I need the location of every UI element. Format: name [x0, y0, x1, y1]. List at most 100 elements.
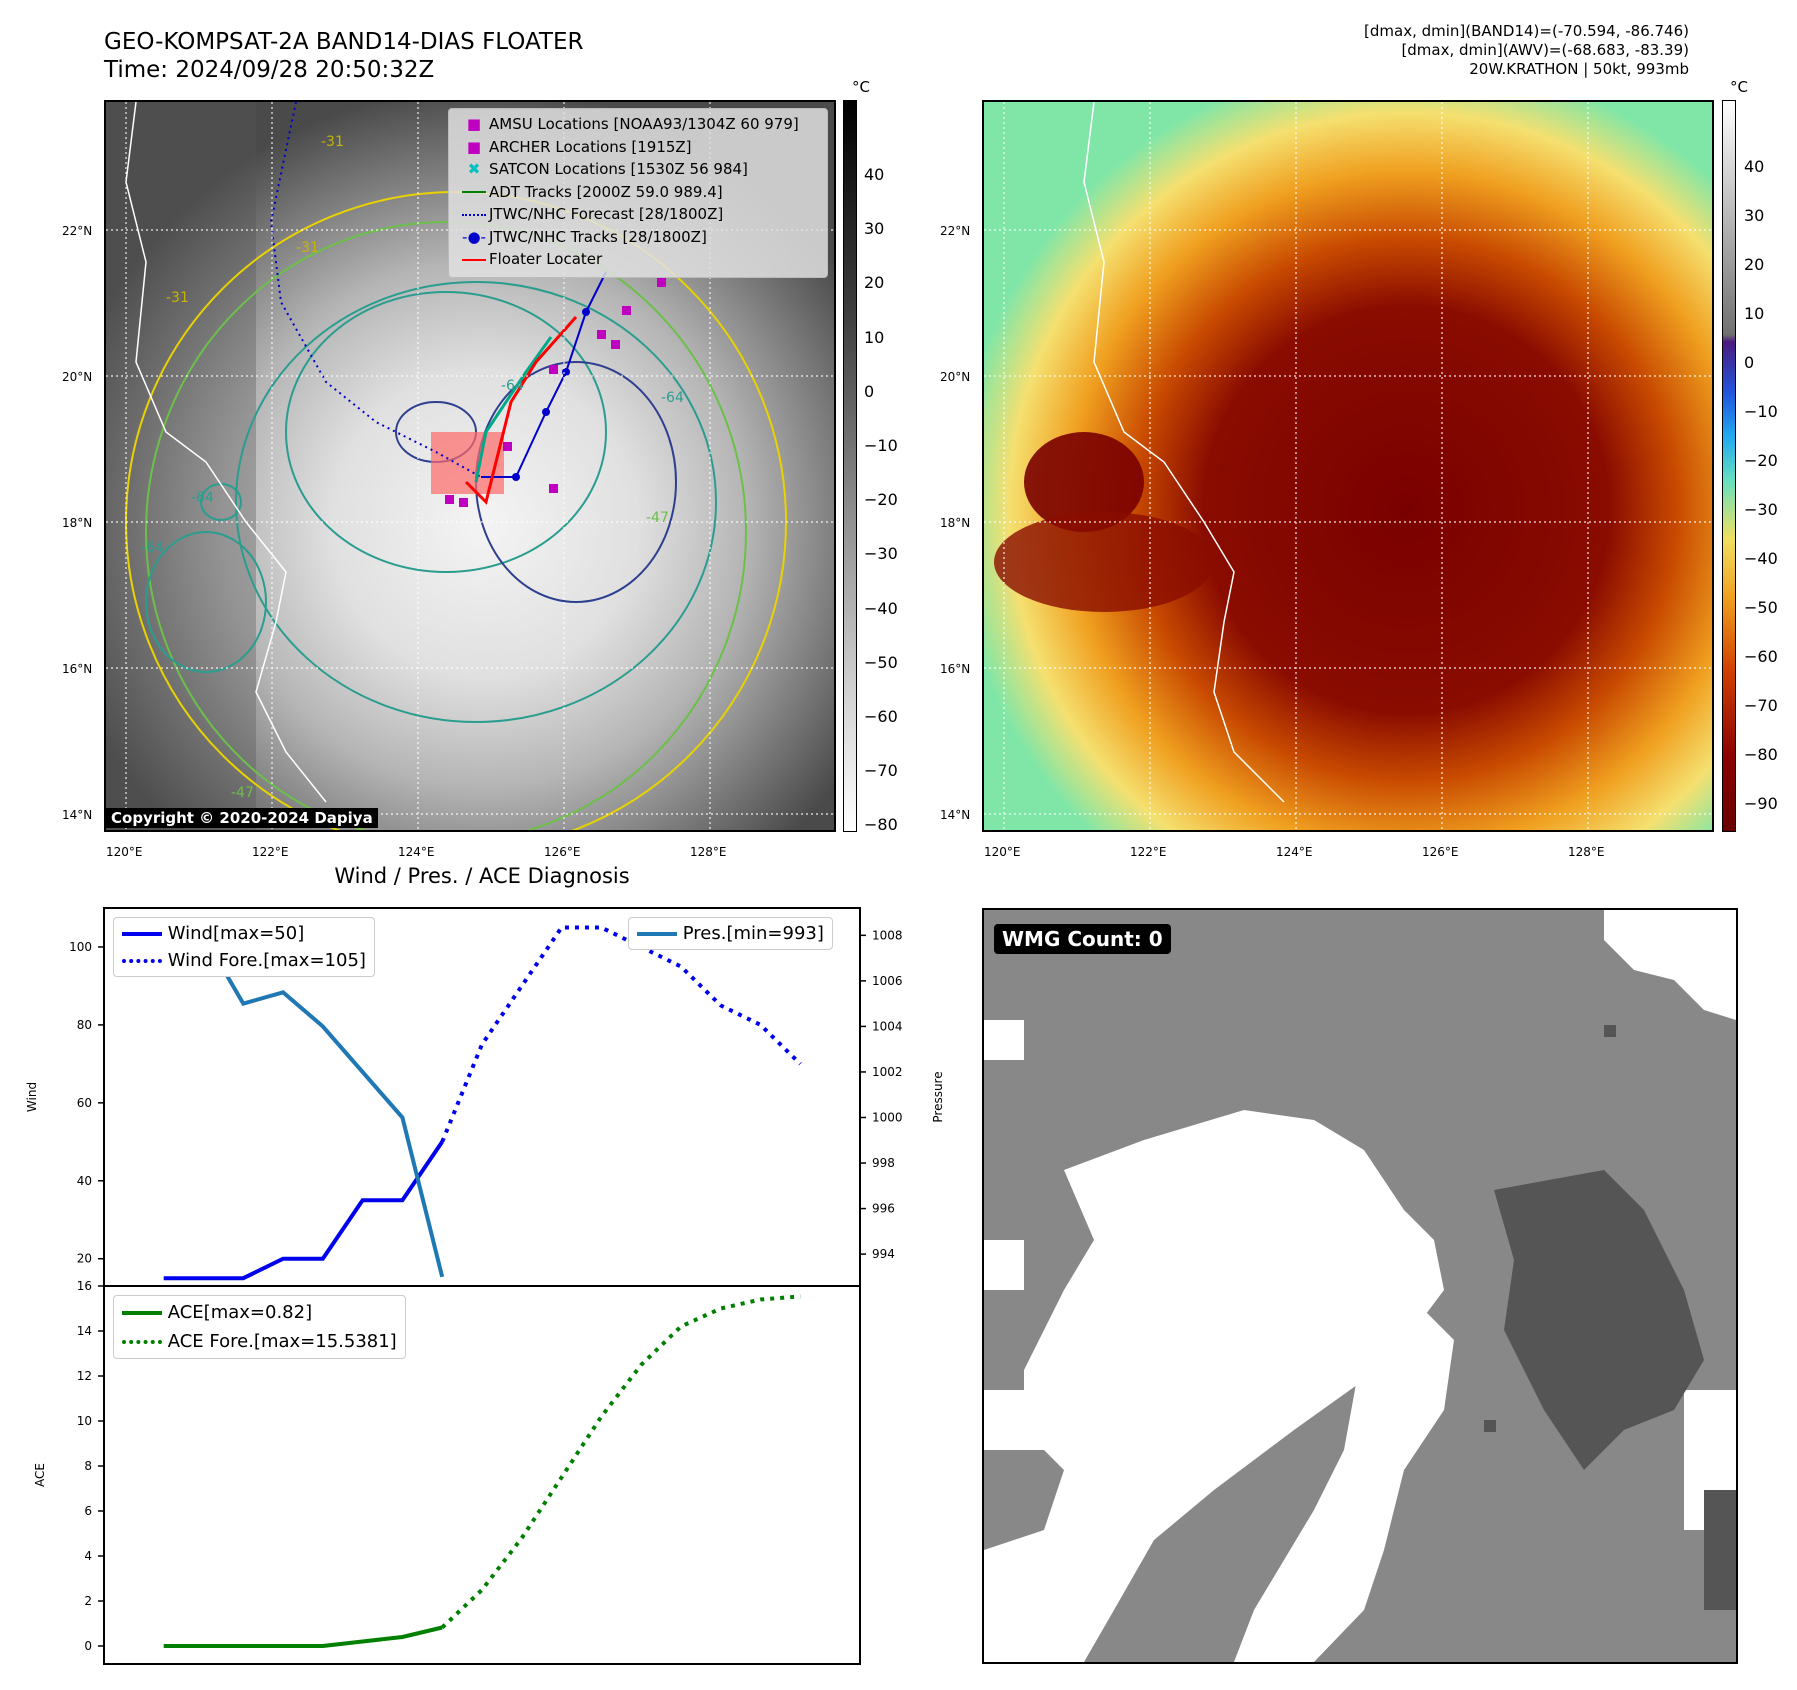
time-title: Time: 2024/09/28 20:50:32Z: [104, 57, 435, 83]
satellite-title: GEO-KOMPSAT-2A BAND14-DIAS FLOATER: [104, 29, 584, 55]
lon-label: 128°E: [690, 845, 727, 859]
gray-colorbar-ticks: 40 30 20 10 0 −10 −20 −30 −40 −50 −60 −7…: [864, 148, 898, 853]
chart-title: GEO-KOMPSAT-2A BAND14-DIAS FLOATER Time:…: [104, 28, 584, 84]
colorbar-tick: −20: [1744, 451, 1778, 470]
colorbar-tick: −40: [864, 598, 898, 618]
wind-axis-label: Wind: [25, 1082, 39, 1112]
copyright-label: Copyright © 2020-2024 Dapiya: [106, 808, 378, 828]
ace-forecast-series-line: [440, 1294, 801, 1629]
pressure-tick-label: 1002: [872, 1065, 903, 1079]
pressure-tick-label: 998: [872, 1156, 895, 1170]
ace-tick-label: 4: [84, 1549, 92, 1563]
lon-label: 124°E: [1276, 845, 1313, 859]
ace-tick-label: 8: [84, 1459, 92, 1473]
colorbar-tick: 40: [864, 165, 885, 184]
legend-item: Floater Locater: [459, 248, 799, 271]
gray-colorbar: [843, 100, 857, 832]
awv-range: [dmax, dmin](AWV)=(-68.683, -83.39): [1401, 41, 1689, 59]
wind-legend: Wind[max=50] Wind Fore.[max=105]: [113, 917, 375, 977]
colorbar-tick: 20: [1744, 255, 1765, 274]
contour-label: -64: [141, 540, 164, 556]
legend-item: Pres.[min=993]: [637, 920, 824, 947]
wmg-count-badge: WMG Count: 0: [994, 924, 1171, 954]
lon-label: 122°E: [252, 845, 289, 859]
lon-label: 120°E: [106, 845, 143, 859]
colorbar-tick: −60: [864, 707, 898, 727]
legend-item: ADT Tracks [2000Z 59.0 989.4]: [459, 181, 799, 204]
legend-item: ACE Fore.[max=15.5381]: [122, 1327, 397, 1356]
colorbar-tick: −40: [1744, 549, 1778, 568]
pressure-tick-label: 994: [872, 1247, 895, 1261]
pressure-tick-label: 1004: [872, 1019, 903, 1033]
enhanced-ir-map-panel: [982, 100, 1714, 832]
ir-map-panel: -31 -31 -31 -64 -64 -64 -64 -47 -47 ■ AMS…: [104, 100, 836, 832]
ace-tick-label: 14: [77, 1324, 92, 1338]
ace-legend: ACE[max=0.82] ACE Fore.[max=15.5381]: [113, 1295, 406, 1359]
colorbar-tick: −90: [1744, 794, 1778, 813]
colorbar-tick: −50: [864, 652, 898, 672]
wind-tick-label: 20: [77, 1252, 92, 1266]
pressure-tick-label: 1008: [872, 928, 903, 942]
lat-label: 20°N: [940, 370, 971, 384]
ace-tick-label: 2: [84, 1594, 92, 1608]
legend-item: ■ AMSU Locations [NOAA93/1304Z 60 979]: [466, 115, 799, 133]
lon-label: 128°E: [1568, 845, 1605, 859]
wind-tick-label: 60: [77, 1096, 92, 1110]
wind-series-line: [163, 1140, 444, 1281]
colorbar-tick: −80: [864, 815, 898, 835]
lat-label: 18°N: [940, 516, 971, 530]
wind-tick-label: 80: [77, 1018, 92, 1032]
colorbar-tick: −20: [864, 490, 898, 510]
ace-tick-label: 6: [84, 1504, 92, 1518]
colorbar-tick: −50: [1744, 598, 1778, 617]
contour-label: -31: [321, 134, 344, 150]
lat-label: 14°N: [940, 808, 971, 822]
colorbar-tick: −30: [864, 544, 898, 564]
lat-label: 18°N: [62, 516, 93, 530]
pressure-axis-label: Pressure: [931, 1071, 945, 1122]
lat-label: 22°N: [940, 224, 971, 238]
colorbar-tick: −80: [1744, 745, 1778, 764]
colorbar-tick: 30: [864, 219, 885, 239]
colorbar-tick: 40: [1744, 157, 1765, 176]
wind-tick-label: 40: [77, 1174, 92, 1188]
contour-label: -64: [501, 378, 524, 394]
band14-range: [dmax, dmin](BAND14)=(-70.594, -86.746): [1364, 22, 1689, 40]
legend-item: ✖ SATCON Locations [1530Z 56 984]: [467, 160, 748, 178]
colorbar-tick: 0: [1744, 353, 1755, 372]
wind-forecast-series-line: [440, 925, 802, 1143]
contour-label: -47: [646, 510, 669, 526]
colorbar-tick: 0: [864, 381, 875, 401]
contour-label: -31: [166, 290, 189, 306]
lat-label: 16°N: [940, 662, 971, 676]
colorbar-tick: 10: [1744, 304, 1765, 323]
storm-info: [dmax, dmin](BAND14)=(-70.594, -86.746) …: [1364, 22, 1689, 79]
lon-label: 126°E: [1422, 845, 1459, 859]
colorbar-tick: 30: [1744, 206, 1765, 225]
ace-axis-label: ACE: [33, 1463, 47, 1487]
ace-tick-label: 0: [84, 1639, 92, 1653]
legend-item: Wind Fore.[max=105]: [122, 947, 366, 974]
pressure-tick-label: 1006: [872, 974, 903, 988]
lat-label: 14°N: [62, 808, 93, 822]
legend-item: ■ ARCHER Locations [1915Z]: [466, 137, 692, 156]
ace-series-line: [163, 1625, 443, 1648]
lat-label: 20°N: [62, 370, 93, 384]
pressure-series-line: [163, 933, 445, 1278]
pressure-tick-label: 996: [872, 1202, 895, 1216]
colorbar-tick: −10: [1744, 402, 1778, 421]
wmg-panel: WMG Count: 0: [982, 908, 1738, 1664]
legend-item: -●- JTWC/NHC Tracks [28/1800Z]: [462, 227, 707, 246]
colorbar-tick: 10: [864, 327, 885, 347]
ace-axes: [103, 1285, 861, 1665]
contour-label: -31: [296, 240, 319, 256]
contour-label: -64: [191, 490, 214, 506]
legend-item: ACE[max=0.82]: [122, 1298, 397, 1327]
ace-tick-label: 16: [77, 1279, 92, 1293]
contour-label: -64: [661, 390, 684, 406]
lat-label: 22°N: [62, 224, 93, 238]
pressure-legend: Pres.[min=993]: [628, 917, 833, 950]
colorbar-tick: −70: [1744, 696, 1778, 715]
enhanced-ir-map: [984, 102, 1712, 830]
